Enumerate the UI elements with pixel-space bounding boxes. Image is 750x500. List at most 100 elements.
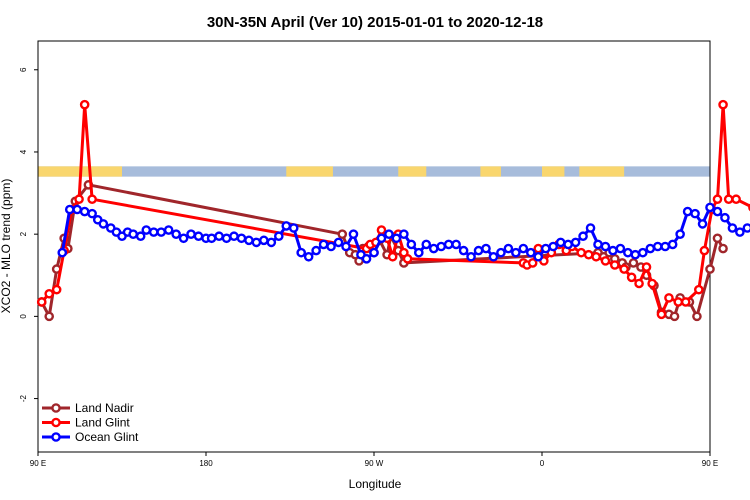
data-point — [318, 239, 329, 250]
y-tick-label: 6 — [19, 67, 28, 72]
data-point — [376, 225, 387, 235]
data-point — [615, 243, 626, 254]
y-axis: -2 0 2 4 6 — [19, 67, 38, 402]
data-point — [466, 251, 476, 262]
data-point — [585, 223, 596, 233]
data-point — [337, 229, 348, 239]
data-point — [273, 231, 284, 242]
land-ocean-strip — [38, 166, 710, 177]
data-point — [503, 243, 514, 254]
data-point — [259, 235, 269, 246]
data-point — [673, 297, 684, 307]
data-point — [735, 227, 745, 237]
data-point — [333, 237, 344, 248]
data-point — [384, 229, 394, 239]
data-point — [413, 247, 424, 258]
data-point — [171, 229, 181, 239]
data-point — [36, 297, 47, 307]
y-axis-label: XCO2 - MLO trend (ppm) — [0, 179, 13, 314]
data-point — [128, 229, 138, 239]
data-point — [156, 227, 166, 237]
data-point — [266, 237, 277, 248]
series-land-glint — [36, 99, 750, 320]
data-point — [680, 297, 691, 307]
x-tick-label: 90 W — [365, 459, 384, 468]
x-tick-label: 180 — [199, 459, 213, 468]
data-point — [186, 229, 196, 239]
data-point — [44, 311, 55, 322]
data-point — [57, 247, 68, 258]
data-point — [348, 229, 359, 239]
data-point — [647, 278, 657, 289]
data-point — [645, 243, 656, 254]
data-point — [533, 251, 544, 262]
data-point — [555, 237, 566, 248]
data-point — [712, 194, 723, 205]
data-point — [51, 284, 62, 295]
data-point — [87, 208, 97, 219]
data-point — [443, 239, 454, 250]
data-point — [723, 194, 734, 205]
data-point — [610, 260, 620, 270]
legend-label: Land Nadir — [75, 401, 134, 415]
data-point — [712, 206, 723, 217]
data-point — [399, 229, 409, 239]
legend-swatch-marker — [51, 432, 61, 442]
data-point — [236, 233, 247, 244]
data-point — [593, 239, 603, 250]
data-point — [694, 284, 704, 295]
data-point — [591, 251, 601, 262]
data-point — [193, 231, 204, 242]
data-point — [428, 243, 439, 254]
data-point — [718, 243, 728, 254]
data-point — [548, 241, 559, 252]
data-point — [451, 239, 461, 250]
y-tick-label: 2 — [19, 231, 28, 236]
data-point — [421, 239, 432, 250]
data-point — [526, 247, 536, 258]
data-point — [718, 99, 728, 110]
data-point — [369, 247, 379, 258]
data-point — [705, 202, 715, 213]
x-tick-label: 90 E — [30, 459, 46, 468]
data-point — [458, 245, 469, 256]
y-tick-label: -2 — [19, 394, 28, 402]
data-point — [221, 233, 232, 244]
data-point — [281, 221, 292, 231]
data-point — [361, 254, 372, 264]
data-point — [436, 241, 447, 252]
data-point — [473, 245, 484, 256]
chart-title: 30N-35N April (Ver 10) 2015-01-01 to 202… — [207, 14, 543, 31]
data-point — [74, 194, 84, 205]
data-point — [141, 225, 152, 235]
data-point — [690, 208, 700, 219]
data-point — [583, 249, 594, 260]
data-point — [570, 237, 581, 248]
data-point — [87, 194, 97, 205]
data-point — [406, 239, 417, 250]
data-point — [667, 239, 678, 250]
data-point — [634, 278, 644, 289]
x-tick-label: 0 — [540, 459, 545, 468]
data-point — [608, 245, 618, 256]
data-point — [533, 243, 544, 254]
data-point — [712, 233, 723, 244]
data-point — [699, 245, 710, 256]
data-point — [163, 225, 174, 235]
data-point — [79, 206, 90, 217]
data-point — [626, 272, 637, 283]
data-point — [79, 99, 90, 110]
data-point — [660, 241, 671, 252]
data-point — [600, 256, 611, 266]
data-point — [214, 231, 224, 242]
data-point — [576, 247, 587, 258]
legend-label: Ocean Glint — [75, 430, 139, 444]
data-point — [488, 251, 499, 262]
data-point — [720, 212, 730, 223]
data-point — [697, 219, 708, 229]
data-point — [178, 233, 189, 244]
data-point — [481, 243, 491, 254]
land-band — [542, 166, 565, 177]
data-point — [311, 245, 321, 256]
data-point — [387, 251, 398, 262]
